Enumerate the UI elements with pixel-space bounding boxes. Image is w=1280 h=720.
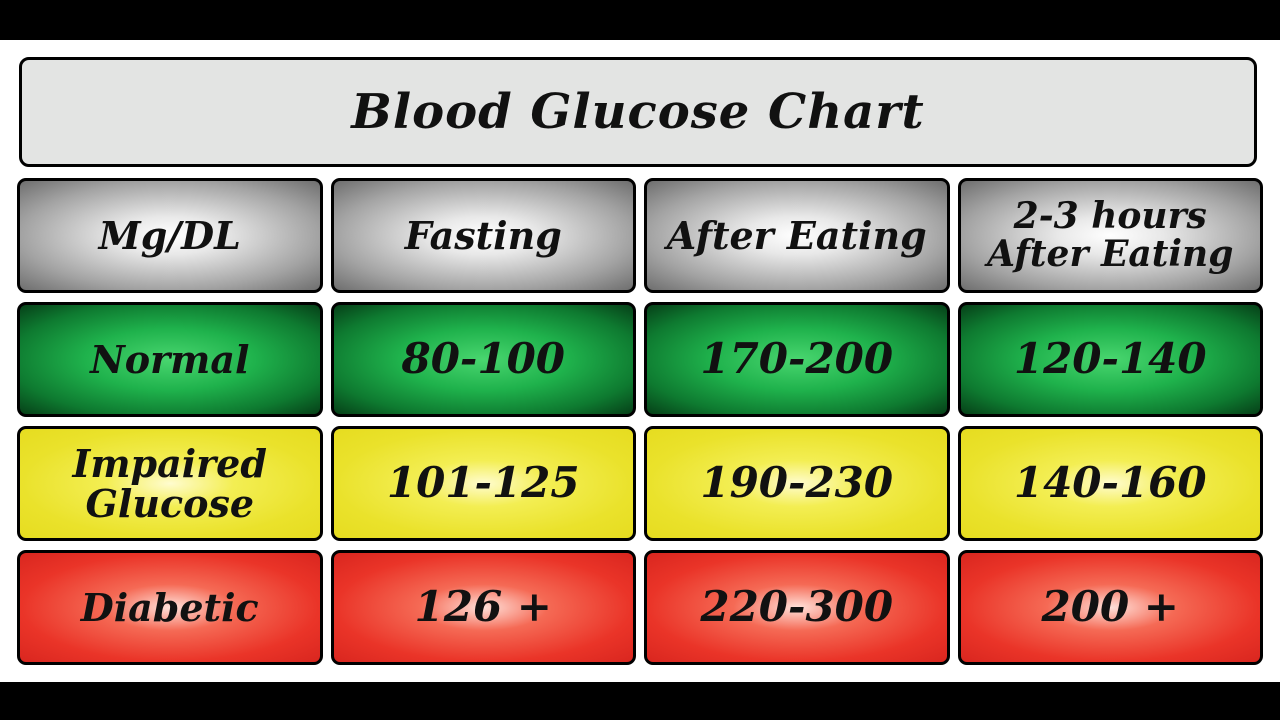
value-diabetic-after-eating: 220-300 — [700, 582, 894, 632]
row-label-normal: Normal — [17, 302, 323, 417]
cell-normal-two-three-hours: 120-140 — [957, 302, 1263, 417]
header-label-two-three-hours-line2: After Eating — [987, 232, 1234, 275]
cell-impaired-after-eating: 190-230 — [644, 426, 950, 541]
header-label-fasting: Fasting — [404, 212, 562, 258]
header-label-after-eating: After Eating — [666, 212, 927, 258]
value-normal-after-eating: 170-200 — [700, 334, 894, 384]
cell-impaired-two-three-hours: 140-160 — [957, 426, 1263, 541]
row-label-diabetic: Diabetic — [17, 550, 323, 665]
glucose-table: Mg/DL Fasting After Eating 2-3 hours Aft… — [17, 178, 1263, 665]
row-label-impaired-line1: Impaired — [72, 440, 267, 486]
header-cell-two-three-hours: 2-3 hours After Eating — [957, 178, 1263, 293]
value-impaired-fasting: 101-125 — [386, 458, 580, 508]
cell-impaired-fasting: 101-125 — [330, 426, 636, 541]
value-impaired-after-eating: 190-230 — [700, 458, 894, 508]
chart-title: Blood Glucose Chart — [351, 84, 925, 140]
header-label-two-three-hours-line1: 2-3 hours — [1013, 194, 1207, 237]
value-normal-fasting: 80-100 — [401, 334, 566, 384]
header-cell-units: Mg/DL — [17, 178, 323, 293]
chart-canvas: Blood Glucose Chart Mg/DL Fasting After … — [0, 40, 1280, 682]
value-normal-two-three-hours: 120-140 — [1013, 334, 1207, 384]
cell-diabetic-two-three-hours: 200 + — [957, 550, 1263, 665]
header-cell-fasting: Fasting — [330, 178, 636, 293]
row-label-normal-text: Normal — [90, 336, 250, 382]
value-diabetic-fasting: 126 + — [414, 582, 552, 632]
row-label-impaired: Impaired Glucose — [17, 426, 323, 541]
value-impaired-two-three-hours: 140-160 — [1013, 458, 1207, 508]
header-cell-after-eating: After Eating — [644, 178, 950, 293]
cell-diabetic-after-eating: 220-300 — [644, 550, 950, 665]
cell-diabetic-fasting: 126 + — [330, 550, 636, 665]
title-banner: Blood Glucose Chart — [19, 57, 1257, 167]
row-label-impaired-line2: Glucose — [85, 480, 255, 526]
header-label-units: Mg/DL — [98, 212, 241, 258]
cell-normal-after-eating: 170-200 — [644, 302, 950, 417]
value-diabetic-two-three-hours: 200 + — [1041, 582, 1179, 632]
row-label-diabetic-text: Diabetic — [80, 584, 259, 630]
cell-normal-fasting: 80-100 — [330, 302, 636, 417]
